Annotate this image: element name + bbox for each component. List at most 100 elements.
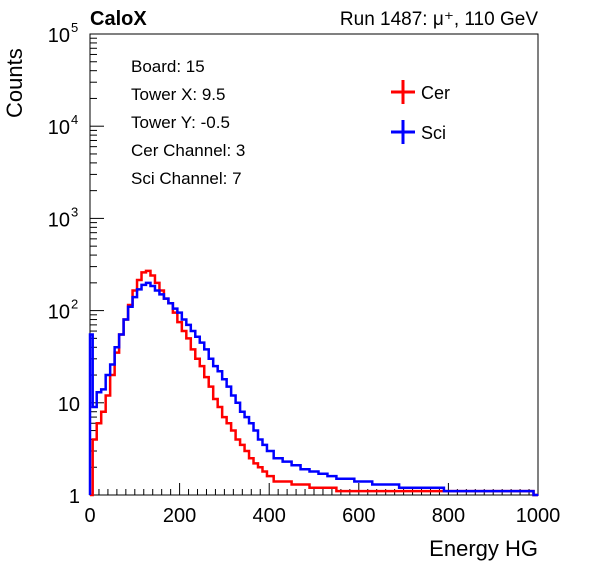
series-cer-point [138,279,141,281]
series-sci-point [102,388,105,391]
legend: Cer Sci [391,80,450,144]
x-tick-label: 800 [432,505,465,527]
series-sci-point [187,324,190,326]
series-sci-point [259,438,262,441]
y-tick-exponent: 2 [71,297,78,312]
series-sci-point [358,480,360,483]
series-sci-point [178,311,181,314]
series-layer [88,269,539,497]
series-cer-point [147,270,150,272]
series-sci-point [384,483,387,486]
series-sci-point [125,318,127,321]
series-cer-point [107,394,109,397]
run-label: Run 1487: μ⁺, 110 GeV [340,9,538,30]
series-sci-point [165,297,167,300]
series-cer-point [196,358,199,360]
series-cer-point [129,304,132,306]
series-cer-point [187,337,190,340]
x-tick-label: 1000 [516,505,561,527]
experiment-label: CaloX [90,8,147,30]
series-sci-point [483,490,486,492]
series-sci-point [107,374,109,376]
series-sci-point [402,486,405,489]
series-sci-point [214,365,217,367]
series-sci-point [286,460,288,463]
y-tick-label: 10 [48,209,70,231]
series-cer-point [219,406,221,408]
series-cer-point [349,490,351,492]
series-cer-point [322,486,324,489]
y-tick-label: 10 [48,117,70,139]
series-sci-point [447,490,450,492]
series-cer-point [246,450,248,452]
series-sci-point [156,289,158,292]
series-sci-point [474,490,477,492]
series-sci-point [322,472,324,475]
x-tick-label: 600 [342,505,375,527]
series-cer-point [429,490,432,492]
series-cer-point [102,410,105,413]
series-sci-point [519,490,521,492]
series-sci-point [340,477,342,480]
series-cer-point [331,486,333,489]
info-tower-x: Tower X: 9.5 [131,85,226,104]
legend-label-cer: Cer [421,83,450,103]
series-cer-point [250,457,253,460]
series-sci-point [192,330,194,332]
info-tower-y: Tower Y: -0.5 [131,113,230,132]
series-sci-point [246,416,248,418]
x-axis-title: Energy HG [429,536,538,561]
series-sci-point [331,475,333,477]
series-cer-point [384,490,387,492]
series-sci-point [116,346,118,349]
series-cer-point [393,490,396,492]
info-box [120,45,360,200]
series-sci-point [492,490,495,492]
y-tick-label: 10 [48,302,70,324]
y-tick-exponent: 3 [71,204,78,219]
series-cer-point [411,490,414,492]
x-tick-label: 400 [253,505,286,527]
series-sci-point [241,410,244,413]
series-cer-point [268,475,271,477]
series-sci-point [160,293,163,296]
x-tick-label: 200 [163,505,196,527]
series-cer-point [366,490,369,492]
series-sci-line [88,281,538,497]
series-cer-point [259,466,262,469]
legend-label-sci: Sci [421,123,446,143]
series-cer-point [304,483,306,486]
series-cer-point [142,271,145,274]
info-cer-channel: Cer Channel: 3 [131,141,245,160]
y-tick-exponent: 5 [71,20,78,35]
series-sci-point [210,358,212,360]
series-sci-point [205,348,208,351]
series-cer-line [90,269,538,497]
series-sci-point [510,490,512,492]
series-sci-point [375,483,378,486]
series-cer-point [420,490,423,492]
y-tick-label: 1 [69,486,80,508]
series-sci-point [501,490,503,492]
series-sci-point [93,406,96,408]
series-cer-point [192,348,194,351]
series-cer-point [151,274,154,277]
series-sci-point [196,335,199,338]
series-sci-point [263,444,266,446]
series-sci-point [228,385,230,388]
series-cer-point [210,385,212,388]
series-sci-point [147,282,150,284]
y-tick-label: 10 [48,25,70,47]
series-sci-point [295,464,297,467]
series-sci-point [98,391,100,394]
series-cer-point [93,438,96,441]
series-sci-point [465,490,468,492]
series-sci-point [134,296,136,298]
info-board: Board: 15 [131,57,205,76]
series-cer-point [183,330,185,332]
series-cer-point [340,490,342,492]
series-cer-point [375,490,378,492]
series-cer-point [134,289,136,292]
series-sci-point [456,490,459,492]
